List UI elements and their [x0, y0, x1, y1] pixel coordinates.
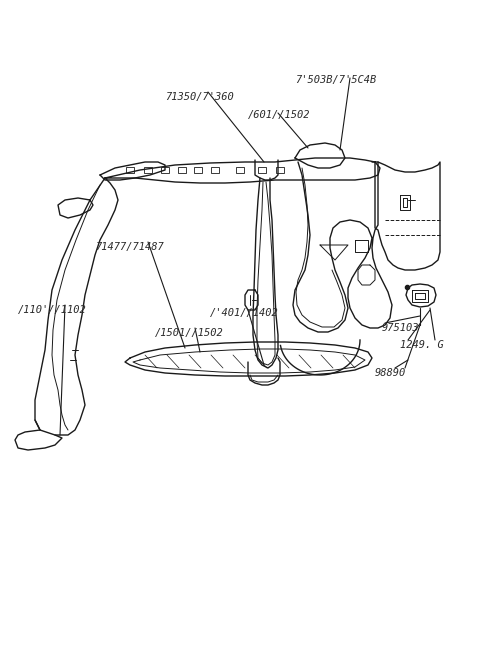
- Text: 975103: 975103: [382, 323, 420, 333]
- Bar: [144, 167, 152, 173]
- Bar: [178, 167, 186, 173]
- Text: 98890: 98890: [375, 368, 406, 378]
- Bar: [194, 167, 202, 173]
- Text: /601//1502: /601//1502: [248, 110, 311, 120]
- Text: 71477/71487: 71477/71487: [95, 242, 164, 252]
- Text: /1501//1502: /1501//1502: [155, 328, 224, 338]
- Text: 71350/7'360: 71350/7'360: [165, 92, 234, 102]
- Text: 7'503B/7'5C4B: 7'503B/7'5C4B: [295, 75, 376, 85]
- Bar: [258, 167, 266, 173]
- Bar: [126, 167, 134, 173]
- Text: /'401//1402: /'401//1402: [210, 308, 279, 318]
- Text: /110'//1102: /110'//1102: [18, 305, 87, 315]
- Bar: [236, 167, 244, 173]
- Bar: [211, 167, 219, 173]
- Bar: [161, 167, 169, 173]
- Bar: [276, 167, 284, 173]
- Text: 1249. G: 1249. G: [400, 340, 444, 350]
